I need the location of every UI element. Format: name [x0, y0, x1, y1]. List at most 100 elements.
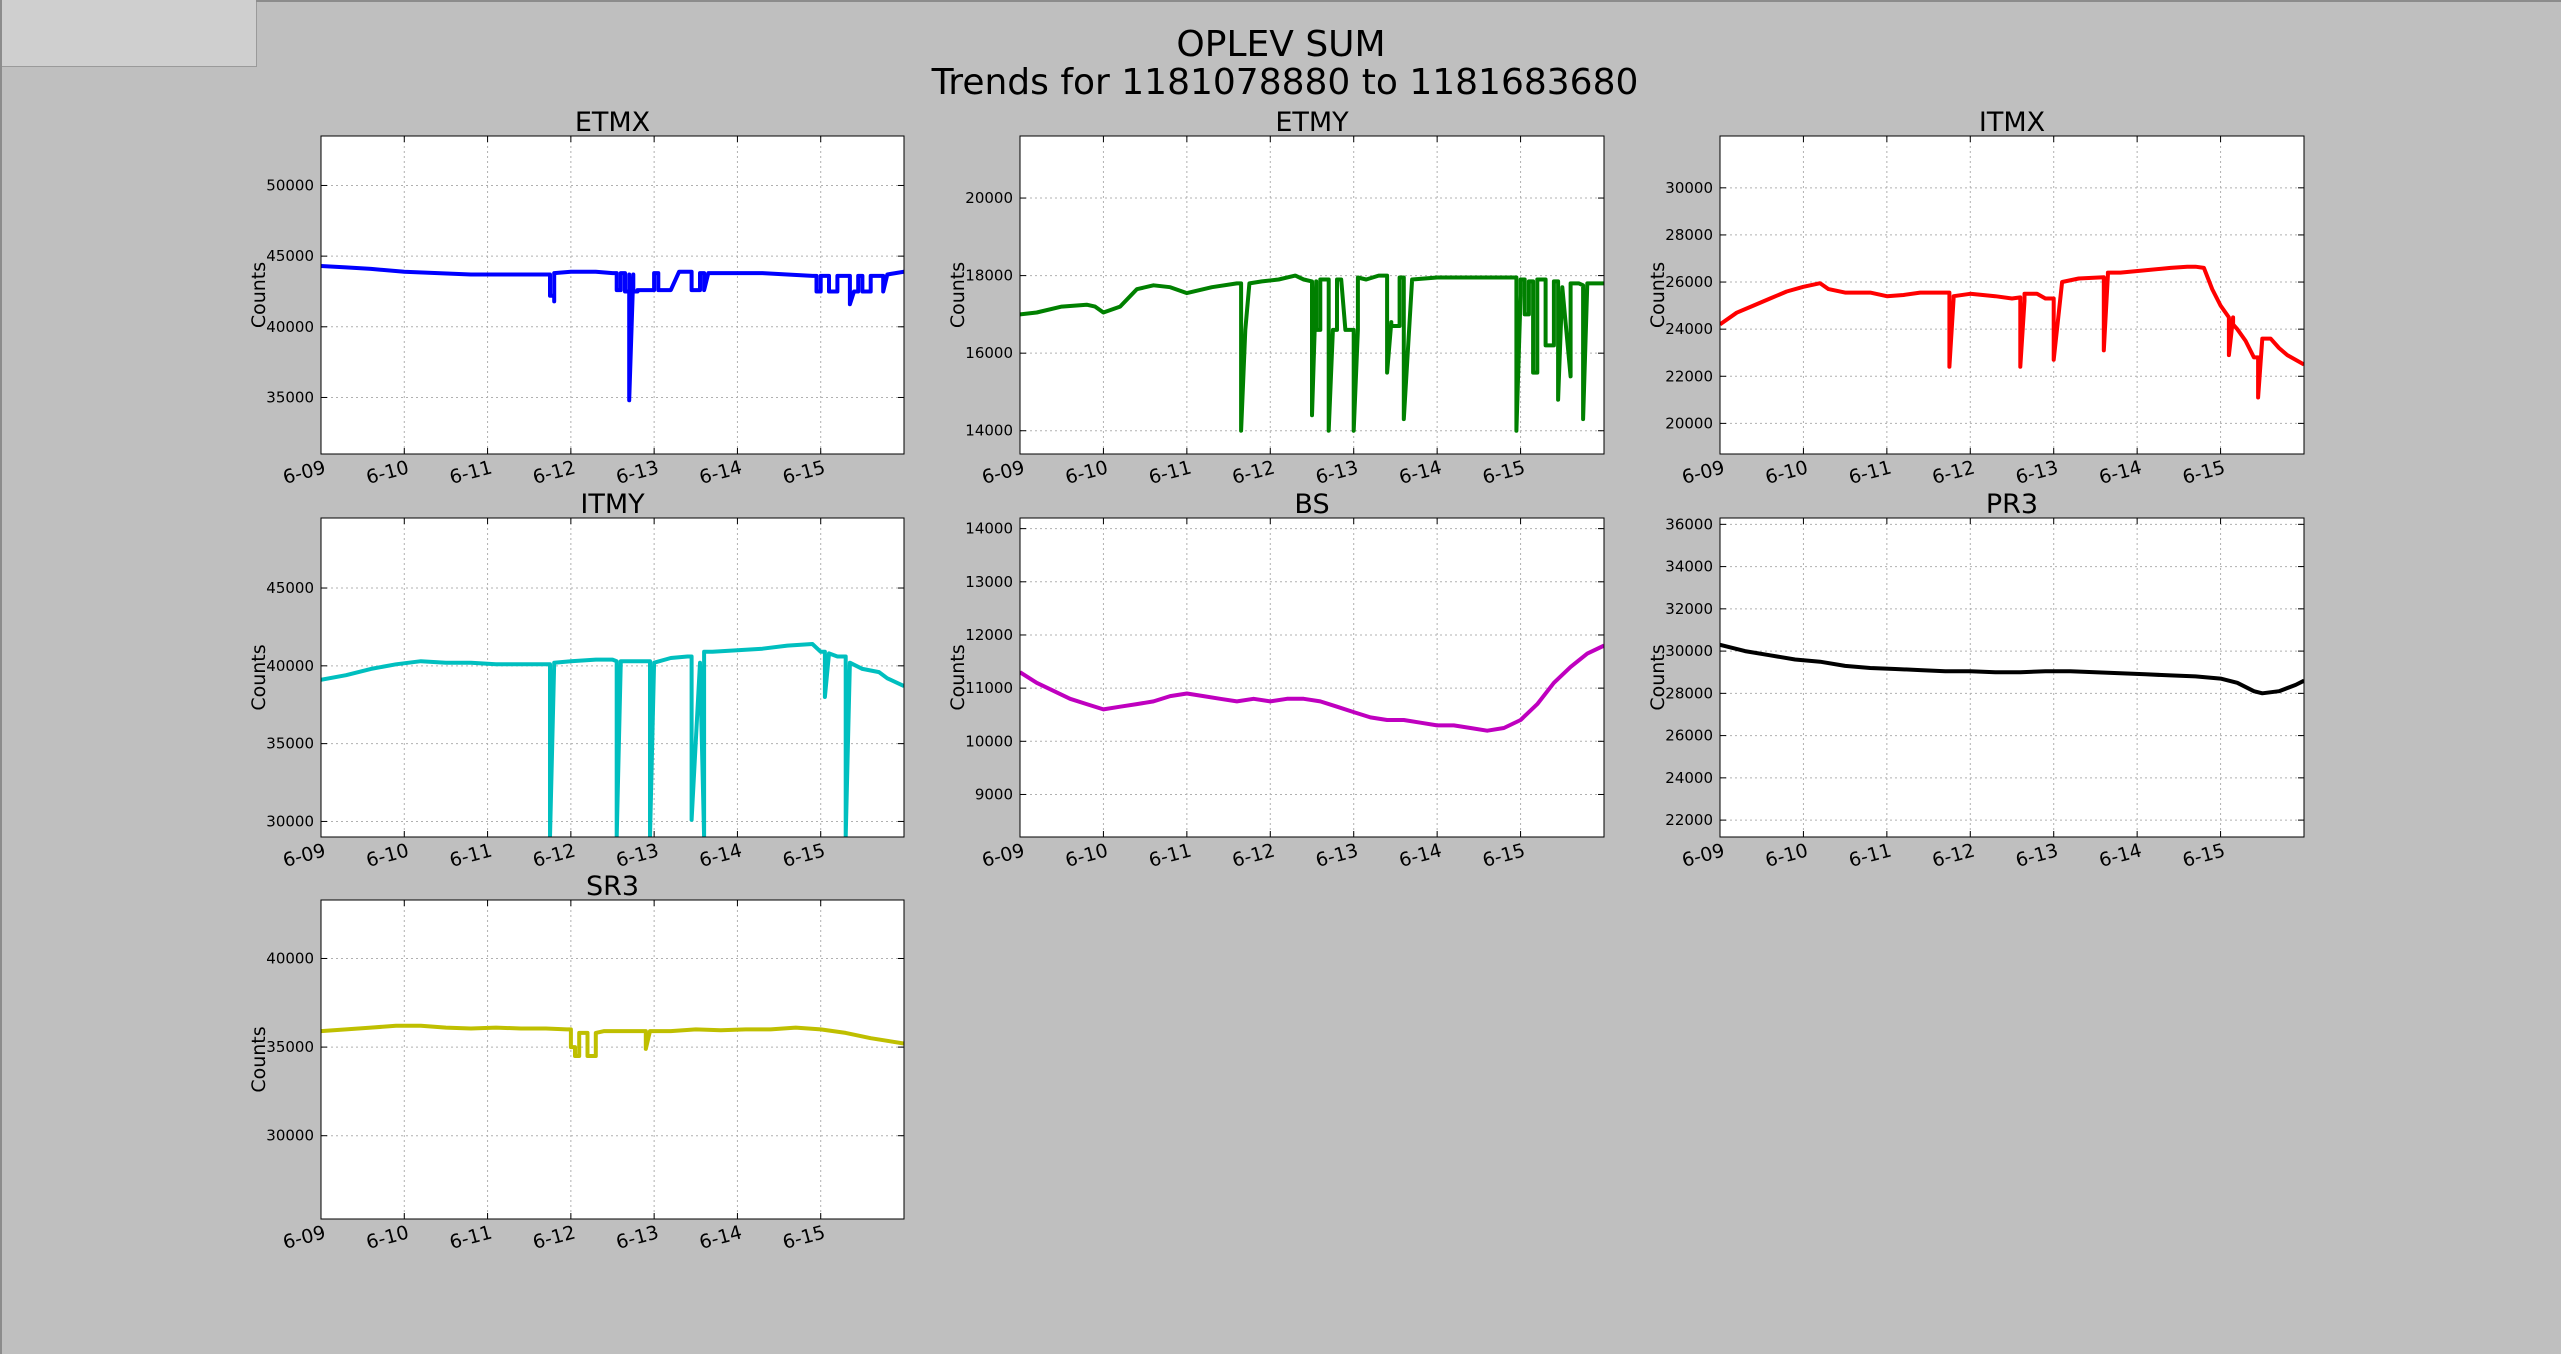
panel-etmy: 14000 16000 18000 20000 6-09 6-10 6-11 6-12 6-13…: [947, 107, 1605, 489]
x-tick-label: 6-13: [614, 839, 661, 871]
y-tick-label: 30000: [266, 1127, 314, 1145]
x-tick-label: 6-11: [1146, 839, 1193, 871]
y-tick-label: 35000: [266, 1038, 314, 1056]
x-tick-label: 6-11: [447, 1221, 494, 1253]
panel-title: SR3: [586, 871, 639, 902]
y-tick-label: 30000: [1665, 179, 1713, 197]
x-tick-label: 6-14: [2097, 839, 2144, 871]
x-tick-label: 6-09: [281, 1221, 328, 1253]
y-tick-label: 11000: [965, 679, 1013, 697]
panel-title: ITMX: [1979, 107, 2045, 138]
x-tick-label: 6-12: [530, 839, 577, 871]
x-tick-label: 6-15: [780, 456, 827, 488]
plot-area: [1020, 518, 1604, 837]
y-tick-label: 14000: [965, 422, 1013, 440]
y-tick-label: 30000: [266, 812, 314, 830]
y-tick-label: 20000: [965, 189, 1013, 207]
series-line-sr3: [321, 1023, 904, 1058]
y-axis-label: Counts: [1647, 262, 1669, 328]
y-tick-label: 20000: [1665, 414, 1713, 432]
x-tick-label: 6-12: [530, 456, 577, 488]
x-tick-label: 6-10: [1763, 839, 1810, 871]
y-tick-label: 28000: [1665, 684, 1713, 702]
x-tick-label: 6-15: [2180, 839, 2227, 871]
y-tick-label: 32000: [1665, 600, 1713, 618]
axes-frame: [1719, 517, 2305, 838]
x-tick-label: 6-15: [1480, 839, 1527, 871]
y-tick-label: 30000: [1665, 642, 1713, 660]
panel-itmy: 30000 35000 40000 45000 6-09 6-10 6-11 6-12 6-13…: [248, 489, 905, 872]
y-tick-label: 16000: [965, 344, 1013, 362]
panel-title: ETMY: [1275, 107, 1349, 138]
axes-frame: [1019, 135, 1605, 455]
plot-area: [321, 518, 904, 837]
x-tick-label: 6-13: [1313, 456, 1360, 488]
x-tick-label: 6-12: [1930, 839, 1977, 871]
panel-bs: 9000 10000 11000 12000 13000 14000 6-09 6-10 6-1…: [947, 489, 1605, 872]
series-line-bs: [1020, 643, 1604, 733]
x-tick-label: 6-14: [1397, 456, 1444, 488]
y-tick-label: 14000: [965, 520, 1013, 538]
x-tick-label: 6-13: [614, 456, 661, 488]
x-tick-label: 6-12: [530, 1221, 577, 1253]
window-border-top: [256, 0, 2561, 2]
y-tick-label: 40000: [266, 318, 314, 336]
y-tick-label: 40000: [266, 949, 314, 967]
y-tick-label: 35000: [266, 735, 314, 753]
panel-itmx: 20000 22000 24000 26000 28000 30000 6-09 6-10 6-…: [1647, 107, 2305, 489]
y-tick-label: 28000: [1665, 226, 1713, 244]
x-tick-label: 6-11: [1846, 456, 1893, 488]
y-tick-label: 50000: [266, 176, 314, 194]
axes-frame: [320, 135, 905, 455]
y-tick-label: 34000: [1665, 558, 1713, 576]
figure-title: OPLEV SUM: [1176, 24, 1385, 65]
y-tick-label: 45000: [266, 247, 314, 265]
y-axis-label: Counts: [248, 262, 270, 328]
y-tick-label: 13000: [965, 573, 1013, 591]
panel-pr3: 22000 24000 26000 28000 30000 32000 34000 36000…: [1647, 489, 2305, 872]
x-tick-label: 6-11: [447, 456, 494, 488]
figure-subtitle: Trends for 1181078880 to 1181683680: [931, 62, 1639, 103]
y-tick-label: 22000: [1665, 367, 1713, 385]
x-tick-label: 6-14: [697, 456, 744, 488]
plot-area: [321, 900, 904, 1219]
panel-title: BS: [1294, 489, 1329, 520]
axes-frame: [1019, 517, 1605, 838]
series-line-etmy: [1020, 273, 1604, 433]
y-axis-label: Counts: [1647, 644, 1669, 710]
y-tick-label: 26000: [1665, 727, 1713, 745]
window-corner: [0, 0, 257, 67]
y-axis-label: Counts: [248, 644, 270, 710]
x-tick-label: 6-14: [2097, 456, 2144, 488]
y-axis-label: Counts: [248, 1026, 270, 1092]
series-line-itmy: [321, 642, 904, 837]
chart-panels: 35000 40000 45000 50000 6-09 6-10 6-11 6-12 6-13…: [248, 107, 2305, 1254]
x-tick-label: 6-12: [1930, 456, 1977, 488]
x-tick-label: 6-10: [364, 839, 411, 871]
panel-title: PR3: [1986, 489, 2038, 520]
y-tick-label: 26000: [1665, 273, 1713, 291]
plot-area: [1720, 136, 2304, 454]
x-tick-label: 6-09: [1680, 456, 1727, 488]
y-tick-label: 18000: [965, 267, 1013, 285]
y-tick-label: 45000: [266, 579, 314, 597]
series-line-itmx: [1720, 264, 2304, 400]
x-tick-label: 6-15: [780, 1221, 827, 1253]
x-tick-label: 6-09: [980, 839, 1027, 871]
x-tick-label: 6-13: [1313, 839, 1360, 871]
panel-etmx: 35000 40000 45000 50000 6-09 6-10 6-11 6-12 6-13…: [248, 107, 905, 489]
y-tick-label: 36000: [1665, 515, 1713, 533]
x-tick-label: 6-12: [1230, 839, 1277, 871]
x-tick-label: 6-13: [614, 1221, 661, 1253]
y-tick-label: 22000: [1665, 811, 1713, 829]
y-axis-label: Counts: [947, 644, 969, 710]
panel-title: ITMY: [580, 489, 645, 520]
x-tick-label: 6-12: [1230, 456, 1277, 488]
y-tick-label: 10000: [965, 732, 1013, 750]
x-tick-label: 6-15: [2180, 456, 2227, 488]
y-tick-label: 40000: [266, 657, 314, 675]
x-tick-label: 6-11: [447, 839, 494, 871]
y-tick-label: 24000: [1665, 769, 1713, 787]
series-line-pr3: [1720, 642, 2304, 696]
